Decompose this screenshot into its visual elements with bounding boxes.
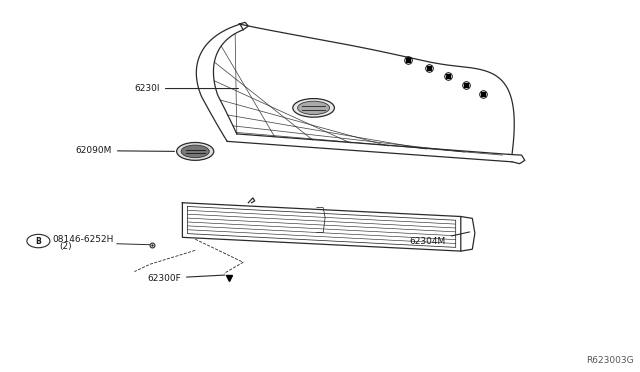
Ellipse shape [181,145,209,158]
Text: 62304M: 62304M [410,232,470,246]
Text: (2): (2) [60,242,72,251]
Ellipse shape [293,99,335,117]
Text: B: B [36,237,41,246]
Text: 08146-6252H: 08146-6252H [52,235,114,244]
Text: R623003G: R623003G [586,356,634,365]
Text: 62090M: 62090M [76,146,175,155]
Ellipse shape [298,101,330,115]
Text: 62300F: 62300F [147,274,225,283]
Text: 6230I: 6230I [134,84,239,93]
Ellipse shape [177,142,214,160]
